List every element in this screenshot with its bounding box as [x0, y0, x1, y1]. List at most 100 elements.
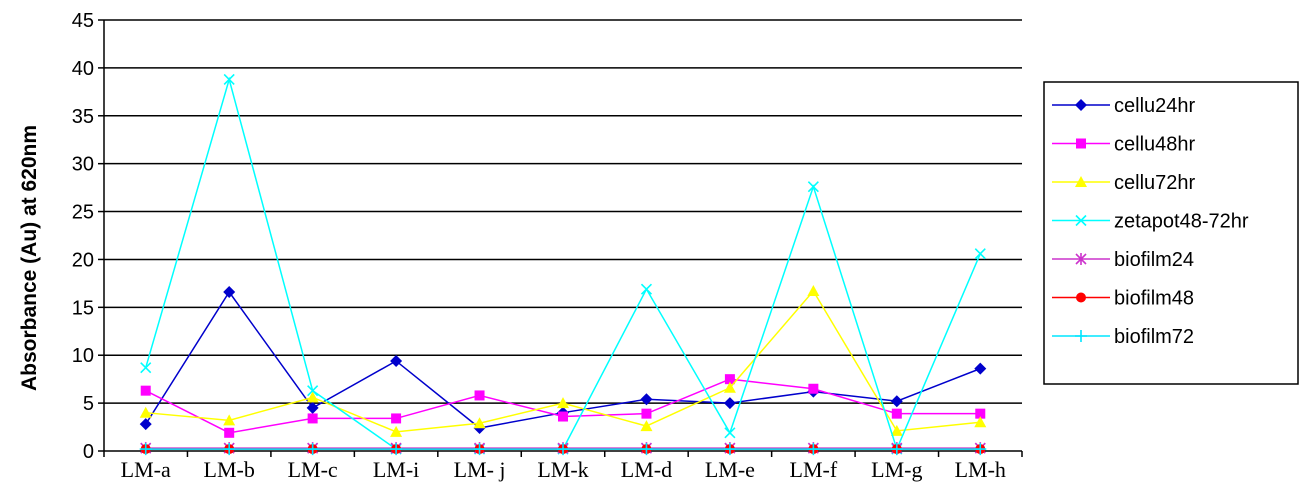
- x-tick-label: LM-g: [871, 457, 922, 482]
- data-point: [306, 443, 319, 456]
- data-point: [723, 381, 736, 393]
- legend-marker: [1076, 292, 1086, 303]
- legend-item: biofilm72: [1052, 326, 1194, 348]
- legend-item: cellu72hr: [1052, 172, 1196, 194]
- data-point: [139, 418, 152, 431]
- data-point: [974, 416, 987, 428]
- data-point: [306, 391, 319, 403]
- data-point: [640, 420, 653, 432]
- legend: cellu24hr cellu48hr cellu72hr zetapot48-72h…: [1043, 81, 1299, 385]
- legend-item: cellu24hr: [1052, 95, 1196, 117]
- data-point: [807, 181, 819, 193]
- data-point: [307, 413, 318, 424]
- y-tick-labels: 0 5 10 15 20 25 30 35 40 45: [72, 10, 94, 463]
- data-point: [306, 401, 319, 414]
- y-tick-label: 15: [72, 297, 94, 319]
- data-point: [723, 397, 736, 410]
- data-point: [974, 443, 987, 456]
- legend-marker: [1075, 253, 1087, 265]
- legend-label: cellu48hr: [1114, 134, 1196, 156]
- data-point: [891, 408, 902, 419]
- data-point: [473, 443, 486, 456]
- data-point: [140, 385, 151, 396]
- legend-label: biofilm72: [1114, 326, 1194, 348]
- data-point: [223, 443, 236, 456]
- data-point: [724, 427, 736, 439]
- data-point: [223, 414, 236, 426]
- data-point: [557, 443, 569, 456]
- y-tick-label: 10: [72, 345, 94, 367]
- data-point: [139, 443, 152, 456]
- legend-marker: [1075, 214, 1087, 227]
- x-tick-label: LM-k: [537, 457, 588, 482]
- data-point: [641, 408, 652, 419]
- data-point: [390, 354, 403, 367]
- legend-label: biofilm24: [1114, 249, 1194, 271]
- data-point: [474, 390, 485, 401]
- data-point: [390, 443, 403, 456]
- series-cellu72hr: [139, 285, 987, 437]
- data-point: [890, 424, 903, 436]
- y-axis-label: Absorbance (Au) at 620nm: [18, 125, 41, 391]
- y-tick-label: 35: [72, 106, 94, 128]
- x-tick-label: LM-h: [955, 457, 1006, 482]
- data-point: [223, 286, 236, 299]
- data-point: [139, 406, 152, 418]
- legend-marker: [1076, 138, 1086, 149]
- data-point: [390, 425, 403, 437]
- axes: [98, 19, 1023, 457]
- y-tick-label: 40: [72, 58, 94, 80]
- data-point: [640, 393, 653, 406]
- y-tick-label: 25: [72, 202, 94, 224]
- y-tick-label: 45: [72, 10, 94, 32]
- data-point: [974, 248, 986, 260]
- y-tick-label: 30: [72, 154, 94, 176]
- data-point: [890, 443, 903, 456]
- legend-label: cellu24hr: [1114, 95, 1196, 117]
- data-point: [558, 411, 568, 422]
- legend-item: biofilm24: [1052, 249, 1194, 271]
- data-point: [807, 443, 820, 456]
- legend-marker: [1075, 330, 1087, 342]
- y-tick-label: 5: [83, 393, 94, 415]
- series-line: [145, 76, 981, 452]
- data-point: [807, 285, 820, 297]
- data-point: [890, 395, 903, 408]
- x-tick-label: LM-d: [621, 457, 672, 482]
- legend-label: zetapot48-72hr: [1114, 211, 1249, 233]
- data-point: [808, 383, 819, 394]
- data-point: [724, 374, 735, 385]
- data-point: [140, 362, 152, 374]
- data-point: [473, 417, 486, 429]
- x-tick-label: LM-c: [288, 457, 338, 482]
- x-tick-label: LM-i: [373, 457, 419, 482]
- series-biofilm72: [139, 443, 987, 456]
- legend-item: biofilm48: [1052, 288, 1194, 310]
- legend-marker: [1075, 176, 1087, 187]
- data-point: [974, 362, 987, 375]
- x-tick-label: LM-b: [204, 457, 255, 482]
- y-tick-label: 0: [83, 441, 94, 463]
- legend-item: cellu48hr: [1052, 134, 1196, 156]
- data-point: [640, 443, 653, 456]
- legend-items: cellu24hr cellu48hr cellu72hr zetapot48-72h…: [1052, 95, 1249, 348]
- x-tick-label: LM-a: [121, 457, 171, 482]
- data-point: [307, 385, 319, 397]
- grid-lines: [104, 19, 1022, 404]
- x-tick-label: LM- j: [454, 457, 506, 482]
- series-cellu48hr: [140, 374, 986, 438]
- y-tick-label: 20: [72, 249, 94, 271]
- legend-label: biofilm48: [1114, 288, 1194, 310]
- legend-box: [1043, 81, 1299, 385]
- legend-item: zetapot48-72hr: [1052, 211, 1249, 233]
- legend-marker: [1075, 99, 1087, 111]
- x-tick-label: LM-e: [705, 457, 755, 482]
- data-point: [557, 397, 569, 409]
- data-point: [391, 413, 402, 424]
- data-point: [223, 73, 235, 85]
- legend-label: cellu72hr: [1114, 172, 1196, 194]
- x-tick-label: LM-f: [790, 457, 838, 482]
- data-point: [640, 283, 653, 295]
- data-series: [139, 73, 987, 456]
